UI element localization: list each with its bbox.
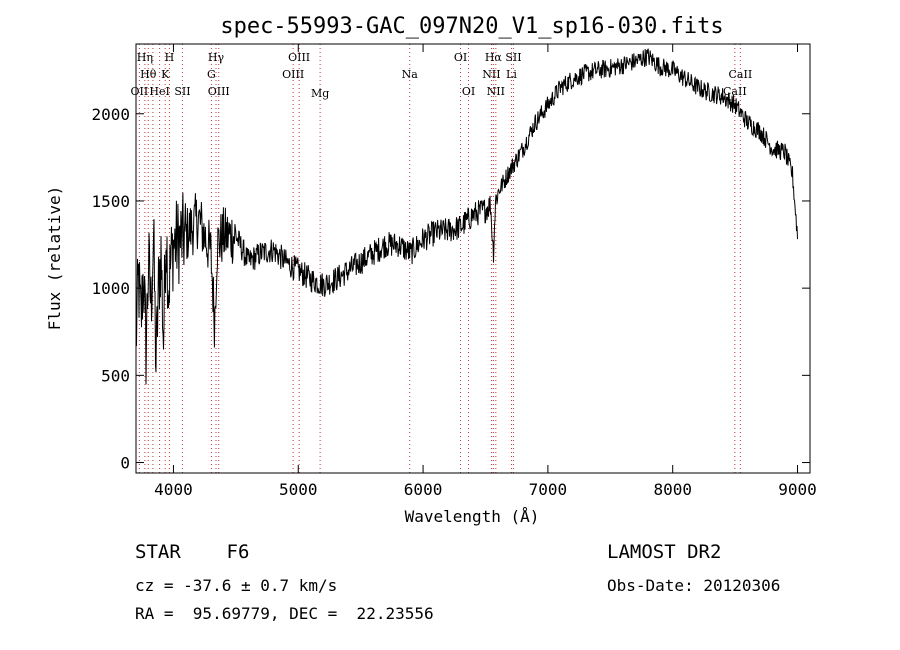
x-tick-label: 4000 bbox=[154, 480, 193, 499]
y-tick-label: 1500 bbox=[91, 192, 130, 211]
line-marker-label: K bbox=[161, 68, 170, 81]
line-marker-label: OIII bbox=[288, 51, 310, 64]
line-marker-label: Na bbox=[402, 68, 419, 81]
coordinates: RA = 95.69779, DEC = 22.23556 bbox=[135, 604, 434, 623]
x-axis-label: Wavelength (Å) bbox=[405, 507, 540, 526]
y-tick-label: 500 bbox=[101, 366, 130, 385]
redshift-velocity: cz = -37.6 ± 0.7 km/s bbox=[135, 576, 338, 595]
chart-title: spec-55993-GAC_097N20_V1_sp16-030.fits bbox=[220, 14, 723, 39]
line-marker-label: Mg bbox=[311, 87, 329, 100]
y-tick-label: 0 bbox=[120, 454, 130, 473]
line-marker-label: Hθ bbox=[140, 68, 157, 81]
x-tick-label: 5000 bbox=[279, 480, 318, 499]
line-marker-label: OII bbox=[131, 85, 149, 98]
y-axis-label: Flux (relative) bbox=[45, 186, 64, 331]
line-marker-label: SII bbox=[174, 85, 190, 98]
observation-date: Obs-Date: 20120306 bbox=[607, 576, 781, 595]
line-marker-label: SII bbox=[505, 51, 521, 64]
line-marker-label: Hη bbox=[137, 51, 153, 64]
line-marker-label: OIII bbox=[282, 68, 304, 81]
line-marker-label: Hγ bbox=[208, 51, 225, 64]
line-marker-label: H bbox=[165, 51, 175, 64]
line-marker-label: Li bbox=[506, 68, 517, 81]
line-marker-label: HeI bbox=[149, 85, 169, 98]
x-tick-label: 9000 bbox=[778, 480, 817, 499]
line-marker-label: OIII bbox=[208, 85, 230, 98]
spectrum-line bbox=[135, 48, 798, 385]
x-tick-label: 8000 bbox=[653, 480, 692, 499]
line-marker-label: CaII bbox=[729, 68, 753, 81]
line-marker-label: G bbox=[207, 68, 216, 81]
line-marker-label: OI bbox=[462, 85, 475, 98]
spectrum-plot: spec-55993-GAC_097N20_V1_sp16-030.fits H… bbox=[45, 14, 817, 526]
spectral-line-labels: Hη H Hθ K OII HeI SII Hγ G OIII OIII OIII Mg Na OI OI Hα… bbox=[131, 51, 753, 100]
spectrum-series bbox=[135, 48, 798, 385]
y-tick-label: 2000 bbox=[91, 105, 130, 124]
line-marker-label: Hα bbox=[485, 51, 503, 64]
line-marker-label: NII bbox=[482, 68, 500, 81]
y-axis: 0 500 1000 1500 2000 bbox=[91, 105, 810, 473]
x-axis: 4000 5000 6000 7000 8000 9000 bbox=[154, 44, 817, 499]
line-marker-label: NII bbox=[487, 85, 505, 98]
object-class: STAR F6 bbox=[135, 541, 250, 563]
survey-name: LAMOST DR2 bbox=[607, 541, 722, 563]
x-tick-label: 7000 bbox=[529, 480, 568, 499]
x-tick-label: 6000 bbox=[404, 480, 443, 499]
line-marker-label: OI bbox=[454, 51, 467, 64]
line-marker-label: CaII bbox=[723, 85, 747, 98]
y-tick-label: 1000 bbox=[91, 279, 130, 298]
plot-frame bbox=[135, 43, 811, 474]
spectral-line-markers bbox=[138, 44, 741, 473]
